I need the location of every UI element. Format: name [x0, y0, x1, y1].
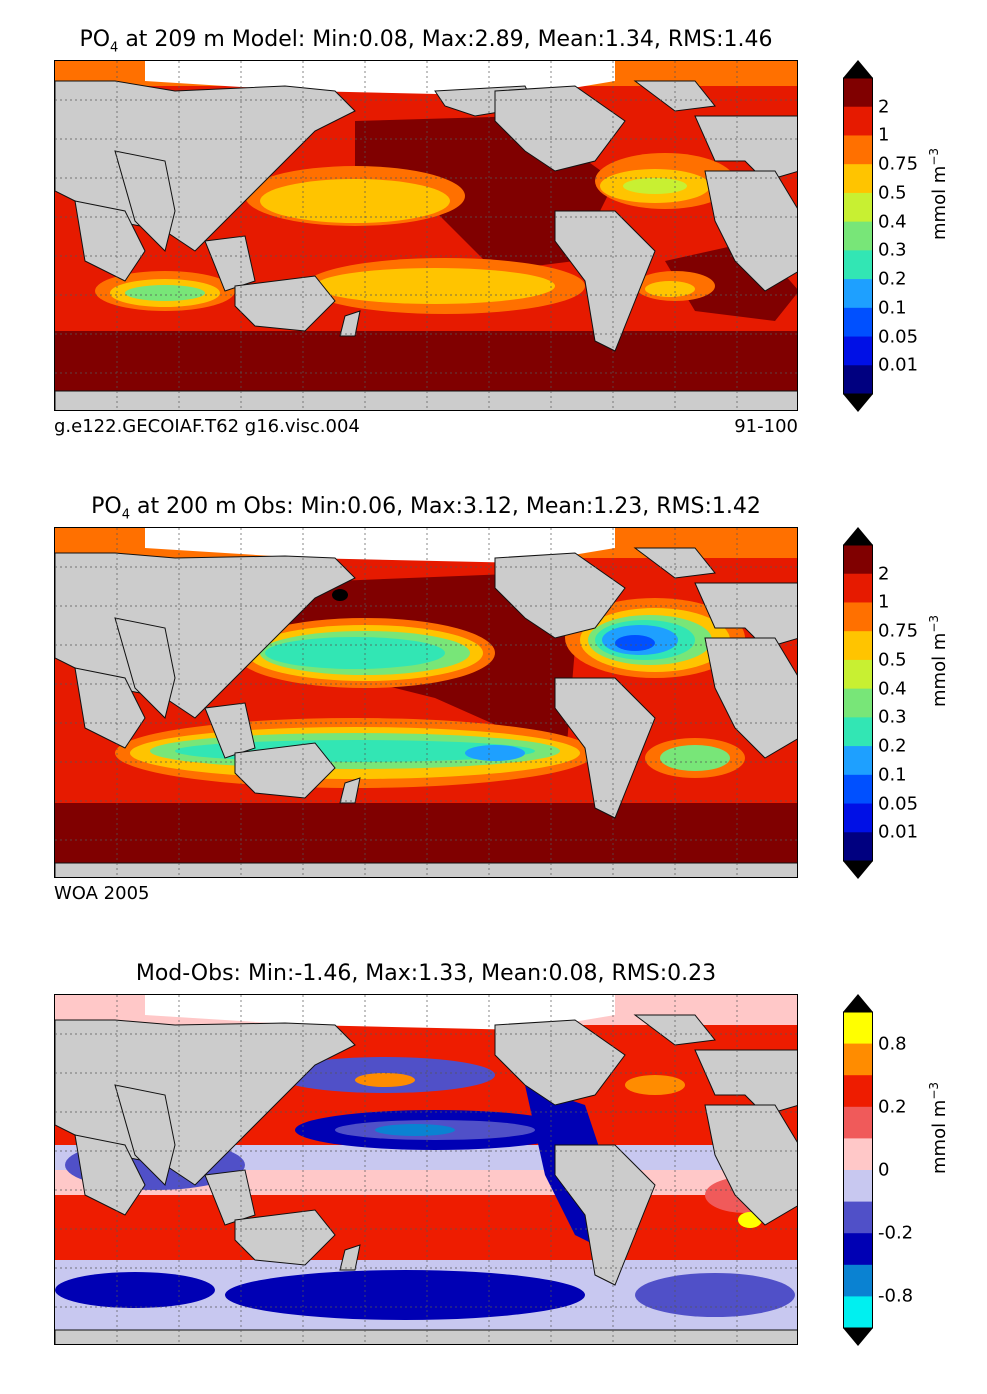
colorbar-unit-label: mmol m−3 [927, 614, 950, 707]
colorbar-extend-max [843, 60, 873, 78]
colorbar-tick-label: 0.3 [878, 706, 907, 728]
colorbar-segment [843, 1043, 873, 1076]
colorbar-segment [843, 164, 873, 194]
colorbar-segment [843, 1264, 873, 1297]
colorbar-tick-label: 2 [878, 96, 890, 118]
colorbar-segment [843, 365, 873, 395]
colorbar-segment [843, 631, 873, 661]
colorbar [843, 527, 873, 879]
colorbar-tick-label: 0 [878, 1159, 890, 1181]
panel-difference: Mod-Obs: Min:-1.46, Max:1.33, Mean:0.08,… [0, 934, 987, 1394]
colorbar-segment [843, 336, 873, 366]
colorbar-segment [843, 221, 873, 251]
colorbar-segment [843, 746, 873, 776]
colorbar-segment [843, 1138, 873, 1171]
colorbar-segment [843, 135, 873, 165]
colorbar-tick-label: 0.3 [878, 239, 907, 261]
colorbar-extend-min [843, 861, 873, 879]
colorbar-unit-label: mmol m−3 [927, 1081, 950, 1174]
colorbar-segment [843, 774, 873, 805]
colorbar-tick-label: 0.8 [878, 1033, 907, 1055]
colorbar-tick-label: 0.5 [878, 649, 907, 671]
colorbar-segment [843, 1075, 873, 1108]
colorbar-segment [843, 1233, 873, 1266]
colorbar-tick-label: 0.5 [878, 182, 907, 204]
colorbar-tick-label: 0.05 [878, 326, 919, 348]
colorbar-tick-label: 0.2 [878, 1096, 907, 1118]
colorbar-tick-label: 0.75 [878, 153, 919, 175]
map-observed [54, 527, 798, 878]
colorbar-segment [843, 1296, 873, 1329]
colorbar-tick-label: 1 [878, 591, 890, 613]
map-model [54, 60, 798, 411]
colorbar-segment [843, 688, 873, 718]
colorbar-tick-label: 0.01 [878, 821, 919, 843]
colorbar-tick-label: 0.01 [878, 354, 919, 376]
map-svg [55, 528, 797, 877]
colorbar-unit-label: mmol m−3 [927, 147, 950, 240]
colorbar-segment [843, 106, 873, 136]
colorbar-segment [843, 832, 873, 862]
colorbar-segment [843, 659, 873, 690]
colorbar-tick-label: 0.1 [878, 764, 907, 786]
colorbar-segment [843, 1012, 873, 1045]
colorbar-extend-min [843, 394, 873, 412]
colorbar-tick-label: -0.8 [878, 1285, 914, 1307]
colorbar-segment [843, 602, 873, 632]
colorbar-tick-label: 1 [878, 124, 890, 146]
colorbar-segment [843, 803, 873, 833]
colorbar [843, 60, 873, 412]
map-difference [54, 994, 798, 1345]
panel-title: Mod-Obs: Min:-1.46, Max:1.33, Mean:0.08,… [135, 961, 717, 986]
colorbar-extend-max [843, 527, 873, 545]
model-label: g.e122.GECOIAF.T62 g16.visc.004 [54, 416, 360, 437]
colorbar-segment [843, 192, 873, 223]
panel-title: PO4 at 209 m Model: Min:0.08, Max:2.89, … [79, 27, 773, 56]
panel-observed: PO4 at 200 m Obs: Min:0.06, Max:3.12, Me… [0, 467, 987, 927]
map-svg [55, 61, 797, 410]
map-svg [55, 995, 797, 1344]
colorbar-segment [843, 545, 873, 575]
colorbar-tick-label: 0.1 [878, 297, 907, 319]
colorbar-segment [843, 1170, 873, 1203]
colorbar-extend-max [843, 994, 873, 1012]
panel-model: PO4 at 209 m Model: Min:0.08, Max:2.89, … [0, 0, 987, 460]
years-label: 91-100 [734, 416, 798, 437]
colorbar-segment [843, 573, 873, 603]
colorbar-tick-label: 0.2 [878, 268, 907, 290]
panel-title: PO4 at 200 m Obs: Min:0.06, Max:3.12, Me… [91, 494, 761, 523]
colorbar-segment [843, 717, 873, 747]
colorbar-segment [843, 279, 873, 309]
colorbar-extend-min [843, 1328, 873, 1346]
colorbar-tick-label: 2 [878, 563, 890, 585]
colorbar-segment [843, 1106, 873, 1139]
colorbar-segment [843, 1201, 873, 1234]
colorbar-tick-label: 0.05 [878, 793, 919, 815]
colorbar-tick-label: -0.2 [878, 1222, 914, 1244]
colorbar-tick-label: 0.2 [878, 735, 907, 757]
colorbar-tick-label: 0.4 [878, 211, 907, 233]
colorbar-tick-label: 0.75 [878, 620, 919, 642]
colorbar-segment [843, 78, 873, 108]
colorbar-segment [843, 307, 873, 338]
colorbar-segment [843, 250, 873, 280]
colorbar [843, 994, 873, 1346]
data-source-label: WOA 2005 [54, 883, 150, 904]
colorbar-tick-label: 0.4 [878, 678, 907, 700]
